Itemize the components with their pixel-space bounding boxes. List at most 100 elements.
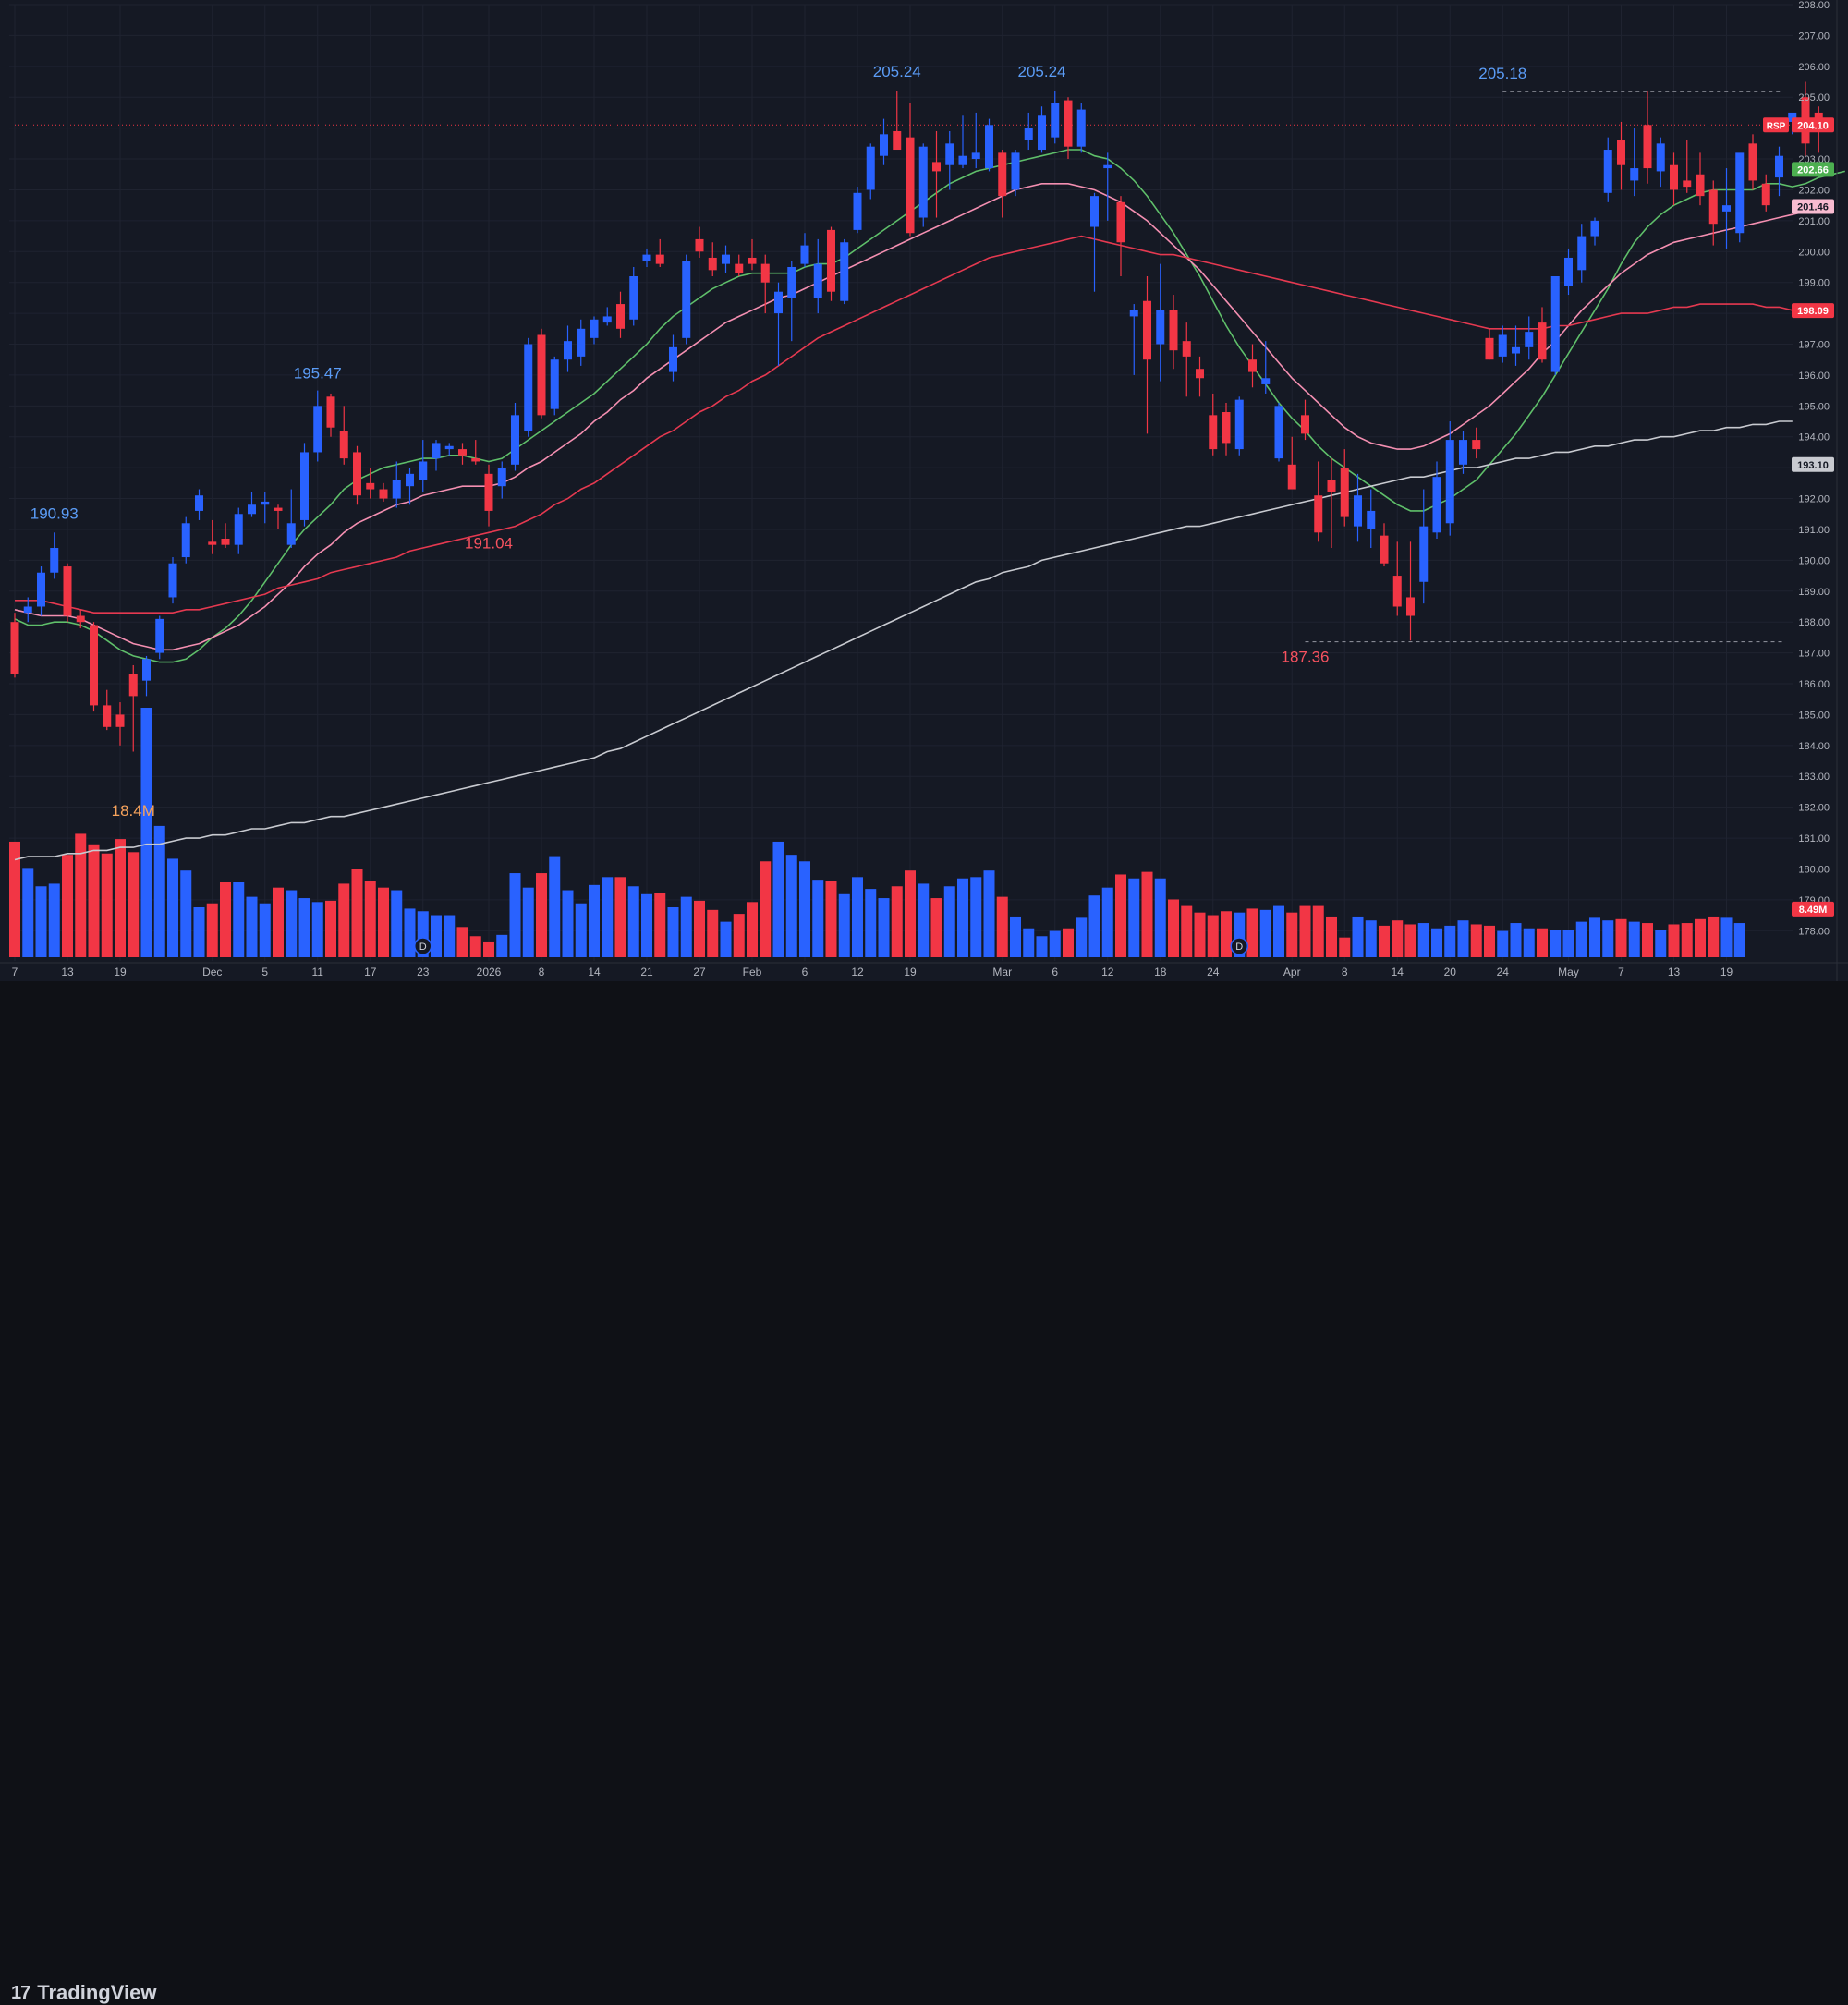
time-tick-label: 7 bbox=[1618, 966, 1624, 978]
volume-bar bbox=[1049, 930, 1061, 957]
dividend-marker-label: D bbox=[1235, 942, 1243, 953]
candle-body bbox=[1670, 164, 1678, 190]
time-tick-label: 21 bbox=[640, 966, 653, 978]
volume-bar bbox=[1036, 936, 1048, 957]
volume-bar bbox=[641, 893, 652, 957]
volume-bar bbox=[431, 915, 442, 957]
candle-body bbox=[1024, 128, 1033, 141]
annotations: 190.93 195.47 191.04 205.24 205.24 205.18 187.… bbox=[30, 63, 1526, 955]
candle-body bbox=[906, 137, 915, 234]
candle-body bbox=[708, 257, 717, 271]
time-tick-label: Apr bbox=[1283, 966, 1301, 978]
candle-body bbox=[1630, 168, 1639, 181]
volume-bar bbox=[1221, 911, 1232, 957]
candle-body bbox=[353, 452, 361, 496]
dividend-marker[interactable] bbox=[414, 937, 432, 955]
price-annotation: 18.4M bbox=[112, 802, 155, 820]
candle-body bbox=[880, 134, 888, 156]
candle-body bbox=[787, 266, 796, 298]
candle-body bbox=[1274, 406, 1283, 459]
volume-bar bbox=[1259, 909, 1271, 957]
price-annotation: 205.18 bbox=[1478, 65, 1526, 82]
candle-body bbox=[1485, 337, 1494, 360]
volume-bar bbox=[1299, 905, 1311, 957]
candle-body bbox=[1287, 464, 1296, 490]
candle-body bbox=[537, 334, 546, 416]
candle-body bbox=[1064, 100, 1073, 147]
volume-bar bbox=[825, 881, 837, 957]
candle-body bbox=[511, 415, 519, 465]
time-tick-label: 17 bbox=[364, 966, 377, 978]
ma-line-ema_slow bbox=[14, 183, 1819, 651]
volume-bar bbox=[1589, 917, 1600, 957]
candle-body bbox=[1775, 155, 1783, 178]
candle-body bbox=[274, 507, 283, 511]
volume-bar bbox=[1457, 920, 1469, 957]
candles bbox=[10, 81, 1823, 752]
volume-bar bbox=[1655, 930, 1667, 957]
volume-bar bbox=[1352, 916, 1364, 957]
price-tick-label: 194.00 bbox=[1798, 432, 1830, 444]
price-annotation: 190.93 bbox=[30, 504, 79, 522]
candle-body bbox=[1143, 300, 1151, 360]
volume-bar bbox=[351, 869, 363, 957]
volume-bar bbox=[1417, 923, 1429, 957]
volume-bar bbox=[1115, 874, 1126, 957]
candle-body bbox=[1617, 140, 1625, 165]
volume-bar bbox=[1562, 930, 1574, 957]
candle-body bbox=[484, 473, 493, 511]
volume-bar bbox=[259, 903, 271, 957]
candle-body bbox=[1708, 189, 1718, 225]
volume-bar bbox=[1392, 920, 1404, 957]
price-tick-label: 201.00 bbox=[1798, 216, 1830, 227]
volume-bar bbox=[48, 883, 60, 957]
price-badge bbox=[1792, 162, 1834, 177]
volume-bar bbox=[1431, 928, 1442, 957]
candle-body bbox=[1327, 480, 1336, 492]
volume-bar bbox=[1602, 920, 1614, 957]
volume-bar bbox=[694, 900, 705, 957]
price-badge-label: 201.46 bbox=[1797, 202, 1829, 213]
candle-body bbox=[1301, 415, 1309, 434]
candle-body bbox=[1051, 103, 1060, 138]
candle-body bbox=[432, 443, 441, 459]
candle-body bbox=[932, 162, 941, 172]
candlestick-chart[interactable]: 190.93 195.47 191.04 205.24 205.24 205.18 187.… bbox=[0, 0, 1848, 981]
candle-body bbox=[893, 130, 902, 151]
candle-body bbox=[366, 482, 375, 490]
candle-body bbox=[286, 523, 296, 545]
candle-body bbox=[958, 155, 967, 165]
time-tick-label: Mar bbox=[992, 966, 1012, 978]
tradingview-icon: 17 bbox=[11, 1982, 30, 2003]
candle-body bbox=[248, 504, 256, 515]
volume-bar bbox=[614, 877, 626, 957]
volume-bar bbox=[1628, 921, 1640, 957]
price-badge-label: 202.66 bbox=[1797, 164, 1829, 176]
candle-body bbox=[1498, 334, 1507, 357]
candle-body bbox=[1512, 346, 1520, 354]
candle-body bbox=[524, 344, 533, 431]
candle-body bbox=[760, 263, 770, 283]
candle-body bbox=[1722, 205, 1731, 212]
candle-body bbox=[971, 152, 980, 160]
time-tick-label: 13 bbox=[61, 966, 74, 978]
volume-bar bbox=[9, 841, 20, 957]
volume-bar bbox=[799, 861, 810, 957]
price-tick-label: 206.00 bbox=[1798, 62, 1830, 73]
volume-bar bbox=[1365, 920, 1377, 957]
chart-area[interactable]: 190.93 195.47 191.04 205.24 205.24 205.18 187.… bbox=[0, 0, 1848, 1039]
volume-bar bbox=[1273, 905, 1284, 957]
brand-name: TradingView bbox=[37, 1981, 157, 2004]
volume-bar bbox=[720, 921, 732, 957]
volume-bar bbox=[943, 886, 955, 957]
volume-bar bbox=[812, 880, 824, 957]
candle-body bbox=[234, 514, 243, 545]
volume-bar bbox=[180, 870, 192, 957]
price-tick-label: 205.00 bbox=[1798, 92, 1830, 103]
price-annotation: 205.24 bbox=[1018, 63, 1066, 80]
volume-bar bbox=[1379, 925, 1390, 957]
dividend-marker[interactable] bbox=[1230, 937, 1248, 955]
tradingview-logo[interactable]: 17 TradingView bbox=[11, 1981, 156, 2005]
candle-body bbox=[1432, 477, 1441, 533]
candle-body bbox=[168, 563, 177, 598]
